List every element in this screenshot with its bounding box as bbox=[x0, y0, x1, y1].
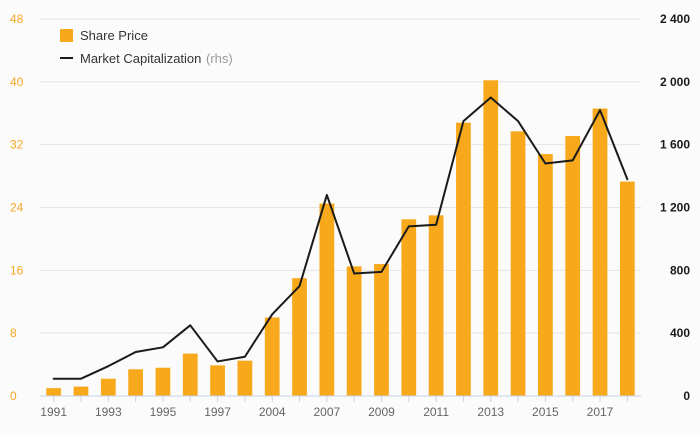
svg-text:2017: 2017 bbox=[587, 405, 614, 419]
svg-text:48: 48 bbox=[10, 12, 24, 26]
svg-text:2007: 2007 bbox=[313, 405, 340, 419]
svg-text:2 000: 2 000 bbox=[660, 75, 690, 89]
svg-text:8: 8 bbox=[10, 326, 17, 340]
svg-text:0: 0 bbox=[683, 389, 690, 403]
svg-text:2 400: 2 400 bbox=[660, 12, 690, 26]
svg-text:(rhs): (rhs) bbox=[206, 51, 233, 66]
svg-text:2013: 2013 bbox=[477, 405, 504, 419]
svg-text:2011: 2011 bbox=[423, 405, 449, 419]
svg-text:2009: 2009 bbox=[368, 405, 395, 419]
svg-text:32: 32 bbox=[10, 138, 24, 152]
svg-text:400: 400 bbox=[670, 326, 690, 340]
svg-text:Share Price: Share Price bbox=[80, 28, 148, 43]
svg-text:16: 16 bbox=[10, 263, 24, 277]
svg-text:2004: 2004 bbox=[259, 405, 286, 419]
svg-text:800: 800 bbox=[670, 263, 690, 277]
svg-text:40: 40 bbox=[10, 75, 24, 89]
svg-text:24: 24 bbox=[10, 201, 24, 215]
svg-text:Market Capitalization: Market Capitalization bbox=[80, 51, 201, 66]
svg-text:1997: 1997 bbox=[204, 405, 231, 419]
svg-text:0: 0 bbox=[10, 389, 17, 403]
svg-text:2015: 2015 bbox=[532, 405, 559, 419]
svg-text:1 200: 1 200 bbox=[660, 201, 690, 215]
svg-text:1991: 1991 bbox=[40, 405, 67, 419]
svg-text:1 600: 1 600 bbox=[660, 138, 690, 152]
svg-text:1995: 1995 bbox=[150, 405, 177, 419]
svg-text:1993: 1993 bbox=[95, 405, 122, 419]
